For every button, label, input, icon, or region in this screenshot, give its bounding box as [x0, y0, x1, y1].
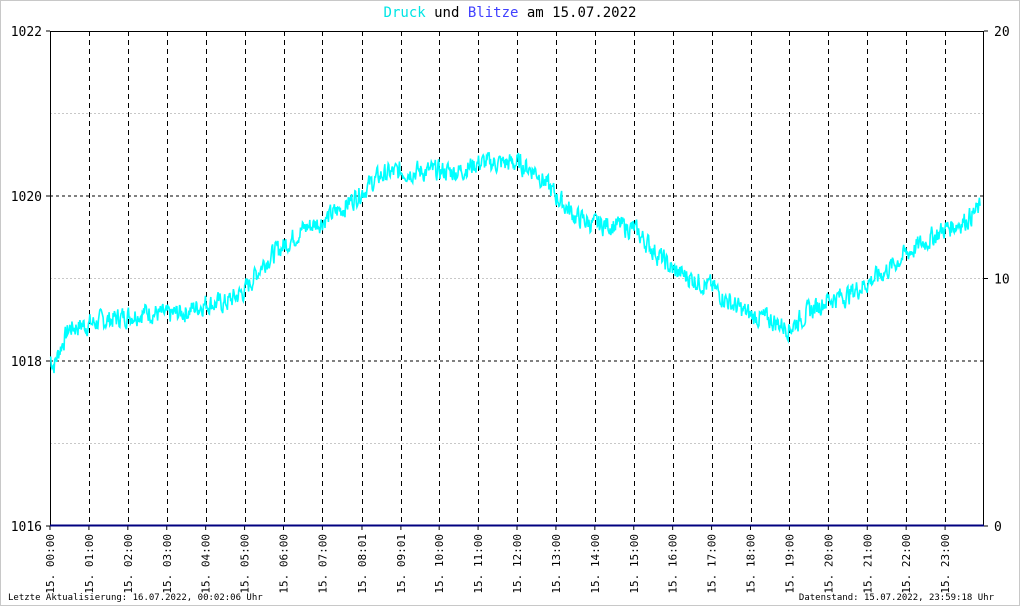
- x-tick-label: 15. 21:00: [861, 534, 874, 594]
- y-right-tick-label: 10: [994, 273, 1010, 288]
- title-druck: Druck: [383, 5, 426, 21]
- x-tick-label: 15. 04:00: [200, 534, 213, 594]
- title-am: am: [526, 5, 544, 21]
- x-tick-label: 15. 07:00: [316, 534, 329, 594]
- x-tick-label: 15. 09:01: [395, 534, 408, 594]
- y-left-tick-label: 1018: [11, 355, 42, 370]
- x-tick-label: 15. 18:00: [745, 534, 758, 594]
- title-date: 15.07.2022: [552, 5, 637, 21]
- x-tick-label: 15. 03:00: [161, 534, 174, 594]
- x-tick-label: 15. 15:00: [628, 534, 641, 594]
- x-tick-label: 15. 17:00: [706, 534, 719, 594]
- pressure-series-line: [49, 152, 981, 374]
- data-status-text: Datenstand: 15.07.2022, 23:59:18 Uhr: [798, 593, 994, 603]
- title-blitze: Blitze: [467, 5, 519, 21]
- x-tick-label: 15. 23:00: [939, 534, 952, 594]
- x-tick-label: 15. 02:00: [122, 534, 135, 594]
- x-tick-label: 15. 00:00: [44, 534, 57, 594]
- x-tick-label: 15. 19:00: [783, 534, 796, 594]
- x-tick-label: 15. 14:00: [589, 534, 602, 594]
- y-right-tick-label: 20: [994, 25, 1010, 40]
- title-und: und: [434, 5, 460, 21]
- last-update-text: Letzte Aktualisierung: 16.07.2022, 00:02…: [8, 593, 263, 603]
- x-tick-label: 15. 13:00: [550, 534, 563, 594]
- y-left-tick-label: 1022: [11, 25, 42, 40]
- x-tick-label: 15. 08:01: [356, 534, 369, 594]
- chart-title: Druck und Blitze am 15.07.2022: [0, 5, 1020, 21]
- x-tick-label: 15. 20:00: [822, 534, 835, 594]
- x-tick-label: 15. 16:00: [667, 534, 680, 594]
- y-left-tick-label: 1016: [11, 520, 42, 535]
- x-tick-label: 15. 05:00: [239, 534, 252, 594]
- x-tick-label: 15. 12:00: [511, 534, 524, 594]
- y-right-tick-label: 0: [994, 520, 1002, 535]
- x-tick-label: 15. 11:00: [472, 534, 485, 594]
- y-left-tick-label: 1020: [11, 190, 42, 205]
- x-tick-label: 15. 10:00: [433, 534, 446, 594]
- x-tick-label: 15. 06:00: [278, 534, 291, 594]
- x-tick-label: 15. 22:00: [900, 534, 913, 594]
- x-tick-label: 15. 01:00: [83, 534, 96, 594]
